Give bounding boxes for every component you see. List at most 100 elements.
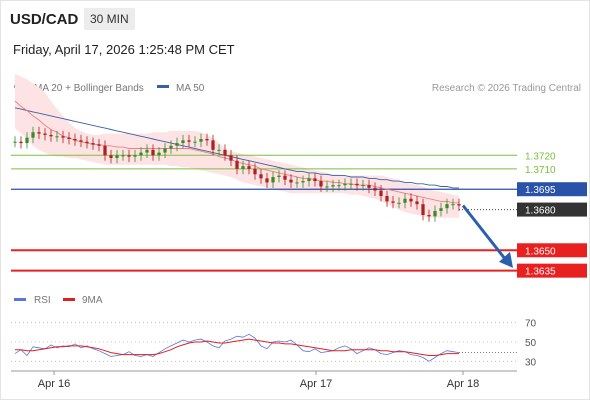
last-price-label-box xyxy=(517,202,587,217)
support-label: 1.3650 xyxy=(525,246,556,257)
price-levels xyxy=(11,154,517,272)
candle-body xyxy=(355,183,359,186)
ma20-legend-label: MA 20 + Bollinger Bands xyxy=(34,83,144,94)
candle-body xyxy=(325,186,329,188)
candle-body xyxy=(223,149,227,156)
candle-body xyxy=(307,178,311,182)
candle-body xyxy=(457,204,461,206)
candle-body xyxy=(193,141,197,143)
rsi-panel: 70 50 30 xyxy=(11,319,537,368)
timeframe-badge[interactable]: 30 MIN xyxy=(84,8,135,30)
credit-text: Research © 2026 Trading Central xyxy=(432,83,581,94)
candle-body xyxy=(121,155,125,157)
candle-body xyxy=(103,145,107,156)
candle-body xyxy=(271,177,275,183)
rsi-legend: RSI 9MA xyxy=(14,295,103,306)
rsi-ma-legend-swatch xyxy=(63,298,75,301)
candle-body xyxy=(373,187,377,191)
candle-body xyxy=(13,141,17,143)
candle-body xyxy=(43,133,47,135)
candle-body xyxy=(79,140,83,142)
candle-body xyxy=(199,139,203,142)
candle-body xyxy=(85,141,89,144)
candle-body xyxy=(61,136,65,138)
rsi-tick-label: 30 xyxy=(525,357,537,368)
rsi-ma-line xyxy=(15,338,459,356)
candle-body xyxy=(343,183,347,186)
candle-body xyxy=(187,140,191,142)
candle-body xyxy=(97,144,101,146)
rsi-line xyxy=(14,333,460,362)
candle-body xyxy=(181,140,185,144)
candle-body xyxy=(265,178,269,183)
candle-body xyxy=(169,145,173,149)
candle-body xyxy=(25,137,29,144)
candle-body xyxy=(295,182,299,184)
candle-body xyxy=(151,149,155,156)
candle-body xyxy=(139,152,143,156)
x-axis: Apr 16 Apr 17 Apr 18 xyxy=(11,370,517,390)
bollinger-bands xyxy=(15,73,459,218)
candle-body xyxy=(67,137,71,139)
resistance-label: 1.3720 xyxy=(525,151,556,162)
candle-body xyxy=(19,141,23,144)
candle-body xyxy=(391,201,395,203)
pivot-label: 1.3695 xyxy=(525,185,556,196)
candle-body xyxy=(385,196,389,202)
candle-body xyxy=(115,155,119,158)
candle-body xyxy=(433,210,437,217)
last-price-label: 1.3680 xyxy=(525,206,556,217)
candle-body xyxy=(235,160,239,169)
forecast-arrow-head xyxy=(499,251,513,268)
candle-body xyxy=(175,143,179,146)
main-legend: MA 20 + Bollinger Bands MA 50 Research ©… xyxy=(14,83,581,94)
candle-body xyxy=(157,152,161,156)
candle-body xyxy=(91,143,95,145)
rsi-tick-label: 70 xyxy=(525,319,537,330)
candle-body xyxy=(73,139,77,141)
candle-body xyxy=(109,155,113,158)
price-series xyxy=(13,126,461,222)
candle-body xyxy=(439,208,443,211)
candle-body xyxy=(229,155,233,161)
candle-body xyxy=(211,140,215,150)
candle-body xyxy=(409,198,413,202)
candle-body xyxy=(301,181,305,183)
candle-body xyxy=(55,136,59,138)
candle-body xyxy=(451,204,455,206)
rsi-tick-label: 50 xyxy=(525,338,537,349)
rsi-ma-legend-label: 9MA xyxy=(82,295,103,306)
support-label: 1.3635 xyxy=(525,267,556,278)
candle-body xyxy=(367,185,371,188)
forecast-arrow xyxy=(461,204,513,268)
candle-body xyxy=(319,181,323,187)
candle-body xyxy=(259,174,263,179)
candle-body xyxy=(127,155,131,157)
x-tick-label: Apr 18 xyxy=(447,378,479,390)
candle-body xyxy=(133,155,137,157)
candle-body xyxy=(253,168,257,175)
candle-body xyxy=(205,139,209,141)
ma50-legend-swatch xyxy=(157,85,169,88)
pair-title: USD/CAD xyxy=(10,11,79,28)
support-label-box xyxy=(517,263,587,278)
candle-body xyxy=(427,215,431,217)
candle-body xyxy=(361,185,365,187)
candle-body xyxy=(283,175,287,180)
forecast-arrow-shaft xyxy=(461,204,507,260)
level-labels: 1.3720 1.3710 1.3695 1.3680 1.3650 1.3635 xyxy=(517,151,587,278)
candle-body xyxy=(397,202,401,204)
candle-body xyxy=(247,166,251,169)
candle-body xyxy=(313,178,317,182)
candle-body xyxy=(379,190,383,196)
candle-body xyxy=(277,175,281,177)
candle-body xyxy=(31,132,35,138)
x-tick-label: Apr 17 xyxy=(300,378,332,390)
candle-body xyxy=(163,148,167,153)
support-label-box xyxy=(517,243,587,258)
resistance-label: 1.3710 xyxy=(525,165,556,176)
candle-body xyxy=(337,185,341,187)
rsi-legend-label: RSI xyxy=(34,295,51,306)
